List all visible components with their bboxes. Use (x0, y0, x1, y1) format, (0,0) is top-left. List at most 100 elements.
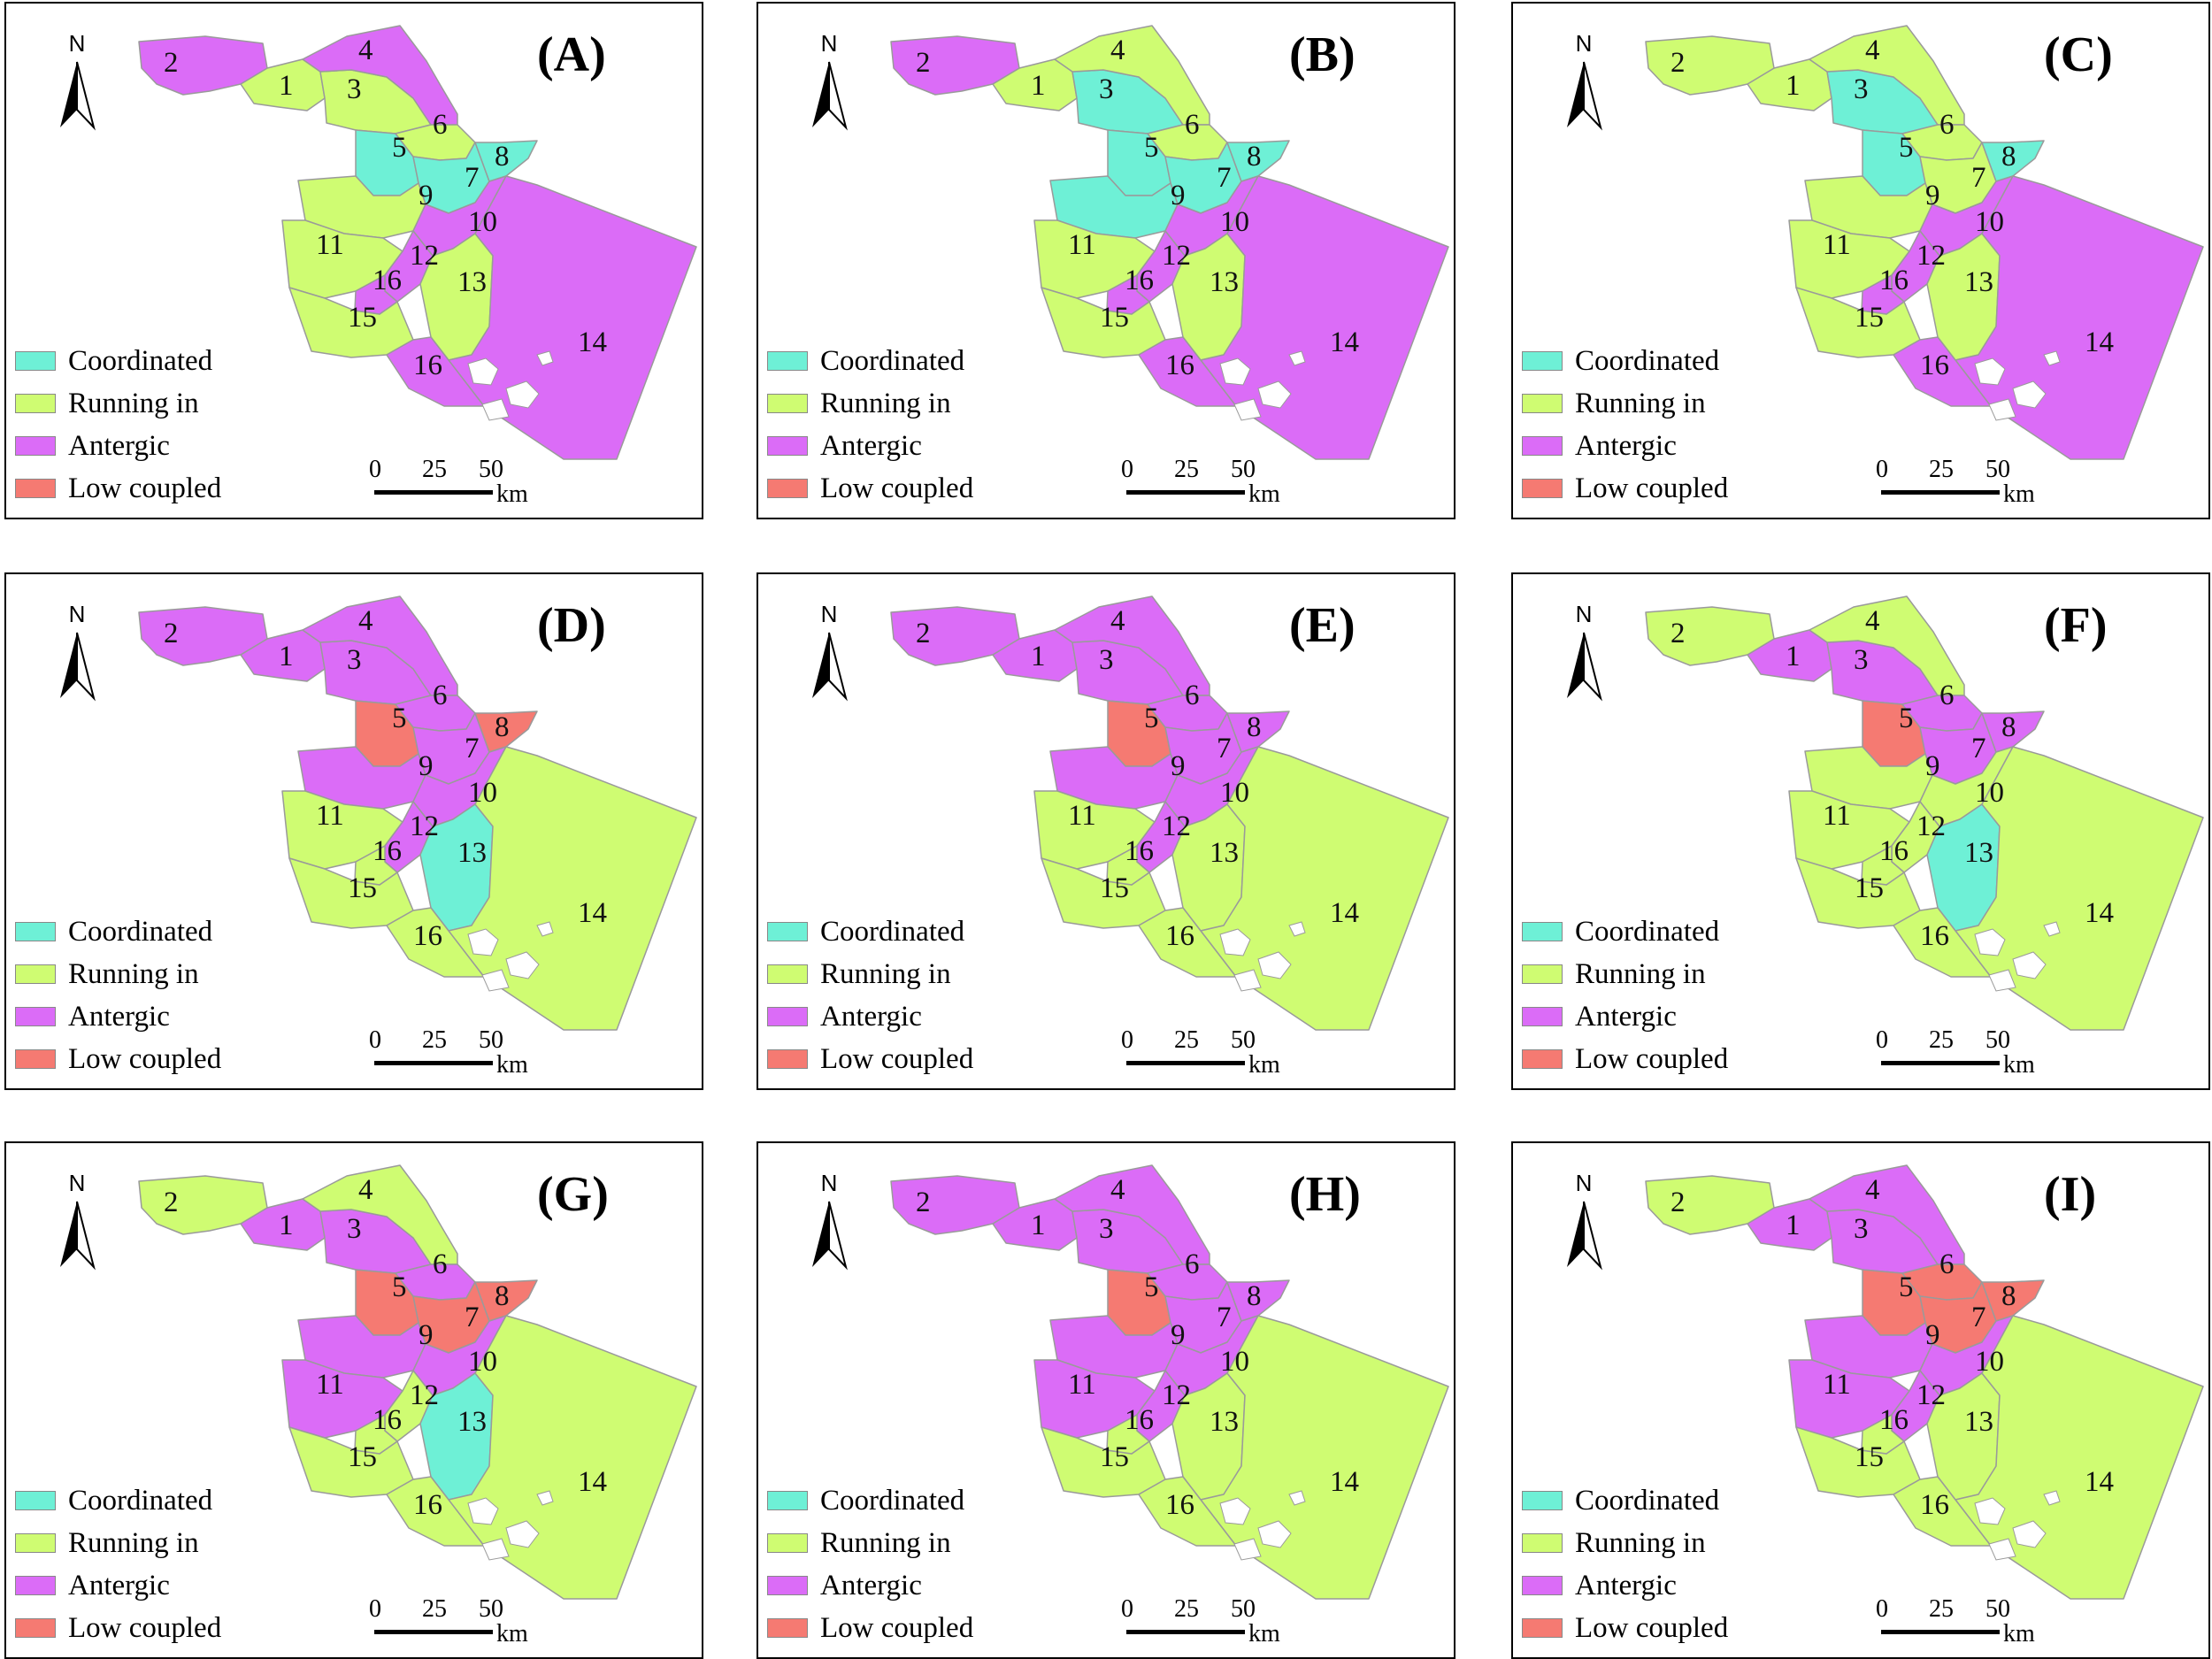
region-label-2: 2 (916, 618, 931, 649)
island-shape (2043, 350, 2061, 366)
scale-bar-line (374, 1061, 493, 1065)
region-label-16: 16 (1879, 265, 1909, 296)
legend-label: Antergic (820, 429, 922, 462)
region-label-12: 12 (1162, 810, 1191, 842)
north-label: N (1575, 1170, 1593, 1196)
island-shape (1288, 921, 1306, 937)
legend-item: Running in (767, 1522, 973, 1564)
north-arrow: N (807, 601, 851, 702)
region-label-16: 16 (1165, 1489, 1194, 1521)
scale-bar-line (1881, 490, 2000, 495)
region-label-6: 6 (433, 1248, 448, 1280)
region-label-13: 13 (1210, 837, 1239, 869)
legend-swatch (15, 436, 56, 456)
scale-bar: 0 25 50 km (369, 1596, 599, 1657)
region-label-13: 13 (1210, 266, 1239, 298)
region-label-16: 16 (1920, 1489, 1949, 1521)
island-shape (2012, 951, 2047, 979)
region-label-12: 12 (1916, 1379, 1946, 1411)
legend-item: Low coupled (767, 1607, 973, 1649)
region-15 (1041, 287, 1166, 358)
north-arrow-icon (60, 1201, 96, 1271)
legend-item: Coordinated (15, 1479, 221, 1522)
region-16 (1861, 1414, 1905, 1455)
region-16 (386, 336, 485, 407)
legend: Coordinated Running in Antergic Low coupled (1522, 1479, 1728, 1649)
legend-swatch (1522, 1049, 1563, 1069)
region-label-12: 12 (410, 810, 439, 842)
legend-item: Low coupled (767, 467, 973, 510)
scale-tick-label: 25 (1174, 456, 1199, 483)
legend-item: Coordinated (767, 1479, 973, 1522)
region-2 (1645, 35, 1775, 96)
scale-bar: 0 25 50 km (369, 1026, 599, 1088)
region-16 (354, 1414, 398, 1455)
legend-swatch (767, 1533, 808, 1553)
legend-swatch (1522, 1491, 1563, 1510)
region-label-10: 10 (468, 1346, 497, 1378)
region-label-12: 12 (1916, 240, 1946, 272)
scale-tick-label: 50 (1231, 1595, 1256, 1623)
region-label-8: 8 (495, 711, 510, 743)
north-label: N (820, 601, 838, 627)
region-label-4: 4 (1110, 35, 1125, 66)
island-shape (1219, 928, 1251, 956)
north-arrow: N (807, 32, 851, 131)
scale-tick-label: 25 (422, 1026, 447, 1054)
scale-tick-label: 50 (1985, 1026, 2010, 1054)
scale-tick-label: 0 (369, 456, 381, 483)
scale-tick-label: 0 (1876, 1595, 1888, 1623)
region-16 (1106, 1414, 1150, 1455)
north-label: N (68, 601, 86, 627)
scale-tick-label: 25 (1174, 1595, 1199, 1623)
region-label-11: 11 (1068, 1369, 1096, 1401)
region-label-7: 7 (465, 1302, 480, 1333)
region-label-15: 15 (1855, 872, 1884, 904)
region-label-8: 8 (2001, 711, 2016, 743)
region-label-11: 11 (316, 800, 344, 832)
legend-label: Coordinated (1575, 1484, 1720, 1517)
island-shape (1257, 1520, 1292, 1548)
legend-label: Antergic (1575, 1000, 1677, 1033)
region-label-11: 11 (1823, 800, 1851, 832)
scale-tick-label: 50 (479, 456, 503, 483)
region-label-10: 10 (1220, 777, 1249, 809)
island-shape (1219, 1497, 1251, 1525)
scale-bar: 0 25 50 km (1876, 1026, 2106, 1088)
island-shape (1233, 398, 1262, 421)
legend-label: Running in (68, 387, 199, 419)
region-label-9: 9 (419, 1319, 434, 1351)
legend-swatch (15, 1049, 56, 1069)
region-label-9: 9 (419, 750, 434, 782)
region-16 (1138, 1476, 1237, 1547)
island-shape (1288, 1490, 1306, 1506)
legend-label: Coordinated (68, 344, 213, 377)
region-label-15: 15 (1100, 302, 1129, 334)
map-panel: 1 2 3 4 5 6 7 8 9 10 11 12 13 14 15 16 16 (C) N Coordinated… (1511, 2, 2210, 519)
scale-unit: km (496, 1051, 528, 1079)
region-label-7: 7 (1971, 733, 1986, 764)
legend-item: Low coupled (15, 467, 221, 510)
region-label-16: 16 (373, 1404, 402, 1436)
region-label-14: 14 (1330, 897, 1359, 929)
panel-label: (I) (2044, 1167, 2097, 1222)
legend-label: Running in (68, 957, 199, 990)
legend-item: Low coupled (15, 1607, 221, 1649)
region-label-10: 10 (1220, 206, 1249, 238)
legend-label: Coordinated (1575, 344, 1720, 377)
scale-unit: km (1248, 1620, 1280, 1647)
legend-label: Coordinated (820, 1484, 965, 1517)
region-label-2: 2 (1671, 618, 1686, 649)
region-label-2: 2 (916, 47, 931, 79)
region-16 (1138, 907, 1237, 978)
scale-tick-label: 25 (1174, 1026, 1199, 1054)
map-panel: 1 2 3 4 5 6 7 8 9 10 11 12 13 14 15 16 16 (E) N Coordinated… (757, 572, 1455, 1090)
scale-bar-line (1126, 1061, 1245, 1065)
region-label-14: 14 (2085, 1466, 2114, 1498)
region-label-10: 10 (1975, 1346, 2004, 1378)
region-label-4: 4 (358, 605, 373, 637)
map-panel: 1 2 3 4 5 6 7 8 9 10 11 12 13 14 15 16 16 (I) N Coordinated… (1511, 1141, 2210, 1659)
region-16 (1106, 845, 1150, 886)
scale-tick-label: 25 (1929, 456, 1954, 483)
